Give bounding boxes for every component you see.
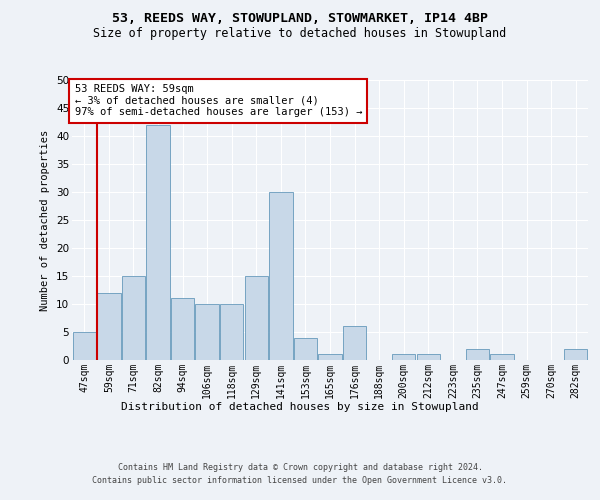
Y-axis label: Number of detached properties: Number of detached properties <box>40 130 50 310</box>
Bar <box>564 349 587 360</box>
Text: Distribution of detached houses by size in Stowupland: Distribution of detached houses by size … <box>121 402 479 412</box>
Bar <box>490 354 514 360</box>
Bar <box>294 338 317 360</box>
Bar <box>269 192 293 360</box>
Bar <box>122 276 145 360</box>
Bar <box>146 125 170 360</box>
Text: Contains HM Land Registry data © Crown copyright and database right 2024.: Contains HM Land Registry data © Crown c… <box>118 462 482 471</box>
Bar <box>392 354 415 360</box>
Bar <box>343 326 366 360</box>
Bar <box>319 354 341 360</box>
Text: Size of property relative to detached houses in Stowupland: Size of property relative to detached ho… <box>94 28 506 40</box>
Text: Contains public sector information licensed under the Open Government Licence v3: Contains public sector information licen… <box>92 476 508 485</box>
Bar <box>73 332 96 360</box>
Bar <box>171 298 194 360</box>
Bar <box>466 349 489 360</box>
Bar <box>245 276 268 360</box>
Bar <box>416 354 440 360</box>
Bar <box>97 293 121 360</box>
Bar <box>220 304 244 360</box>
Bar <box>196 304 219 360</box>
Text: 53, REEDS WAY, STOWUPLAND, STOWMARKET, IP14 4BP: 53, REEDS WAY, STOWUPLAND, STOWMARKET, I… <box>112 12 488 26</box>
Text: 53 REEDS WAY: 59sqm
← 3% of detached houses are smaller (4)
97% of semi-detached: 53 REEDS WAY: 59sqm ← 3% of detached hou… <box>74 84 362 117</box>
